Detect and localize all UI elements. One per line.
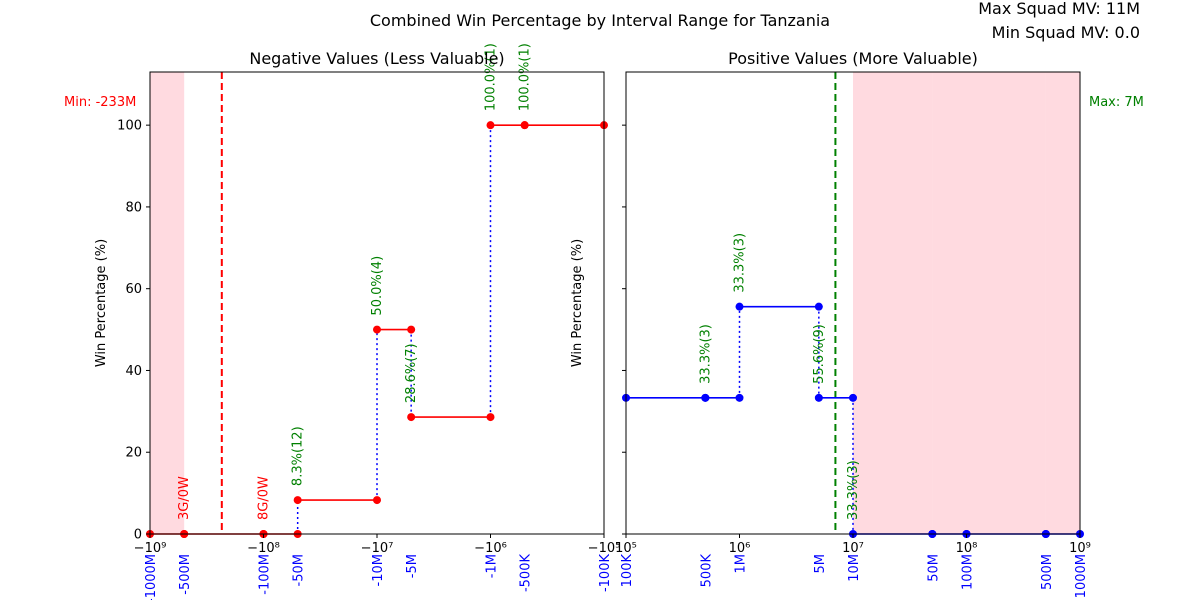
y-tick-label: 0: [134, 528, 142, 543]
segment-label: 100.0%(1): [518, 43, 533, 111]
shaded-region: [932, 72, 967, 534]
segment-label: 100.0%(1): [484, 43, 499, 111]
max-squad-mv-label: Max Squad MV: 11M: [978, 0, 1140, 18]
x-tick-label: −10⁵: [588, 541, 621, 556]
data-point: [849, 393, 857, 402]
interval-label: 50M: [926, 554, 941, 582]
min-squad-mv-label: Min Squad MV: 0.0: [992, 23, 1140, 42]
y-tick-label: 40: [125, 364, 142, 379]
segment-label: 55.6%(9): [812, 324, 827, 384]
shaded-region: [966, 72, 1046, 534]
x-tick-label: 10⁹: [1069, 541, 1091, 556]
data-point: [407, 325, 416, 334]
interval-label: -5M: [405, 554, 420, 578]
interval-label: 500K: [699, 554, 714, 588]
interval-label: -50M: [292, 554, 307, 586]
y-axis-label: Win Percentage (%): [570, 239, 585, 367]
segment-label: 33.3%(3): [698, 324, 713, 384]
interval-label: -1M: [485, 554, 500, 578]
reference-line-label: Max: 7M: [1089, 95, 1144, 110]
y-tick-label: 60: [125, 282, 142, 297]
interval-label: 1000M: [1074, 554, 1089, 598]
segment-label: 8.3%(12): [291, 426, 306, 486]
figure-title: Combined Win Percentage by Interval Rang…: [370, 11, 830, 30]
x-tick-label: 10⁶: [729, 541, 751, 556]
x-tick-label: −10⁹: [134, 541, 167, 556]
segment-label: 50.0%(4): [370, 256, 385, 316]
interval-label: 100M: [961, 554, 976, 590]
y-tick-label: 20: [125, 446, 142, 461]
data-point: [373, 496, 381, 505]
panel-title: Negative Values (Less Valuable): [249, 49, 504, 68]
x-tick-label: 10⁷: [842, 541, 864, 556]
data-point: [735, 302, 744, 311]
x-tick-label: −10⁷: [361, 541, 394, 556]
shaded-region: [853, 72, 933, 534]
data-point: [735, 393, 744, 402]
panel-title: Positive Values (More Valuable): [728, 49, 978, 68]
shaded-region: [150, 72, 185, 534]
interval-label: -100M: [258, 554, 273, 595]
data-point: [701, 393, 710, 402]
x-tick-label: −10⁸: [247, 541, 280, 556]
x-tick-label: 10⁸: [956, 541, 978, 556]
panel-negative-values: Min: -233M 3G/0W 8G/0W 8.3%(12) 50.0%(4) 28.6…: [64, 43, 620, 600]
interval-label: -500M: [178, 554, 193, 595]
data-point: [814, 302, 823, 311]
segment-label: 8G/0W: [257, 476, 272, 520]
interval-label: 5M: [813, 554, 828, 574]
shaded-region: [1045, 72, 1080, 534]
data-point: [486, 121, 495, 130]
data-point: [486, 413, 495, 422]
panel-positive-values: Max: 7M 33.3%(3) 33.3%(3) 55.6%(9) 33.3%(3) W…: [570, 49, 1144, 598]
y-tick-label: 100: [117, 119, 142, 134]
segment-label: 33.3%(3): [846, 460, 861, 520]
x-tick-label: −10⁶: [474, 541, 507, 556]
y-tick-label: 80: [125, 200, 142, 215]
interval-label: 100K: [620, 554, 635, 588]
interval-label: -10M: [371, 554, 386, 586]
y-axis-label: Win Percentage (%): [94, 239, 109, 367]
interval-label: 10M: [847, 554, 862, 582]
segment-label: 33.3%(3): [733, 233, 748, 293]
x-tick-label: 10⁵: [615, 541, 637, 556]
interval-label: 500M: [1040, 554, 1055, 590]
interval-label: -1000M: [144, 554, 159, 600]
interval-label: -100K: [598, 554, 613, 593]
segment-label: 3G/0W: [177, 476, 192, 520]
data-point: [520, 121, 529, 130]
segment-label: 28.6%(7): [404, 343, 419, 403]
interval-label: -500K: [519, 554, 534, 593]
data-point: [407, 413, 416, 422]
data-point: [814, 393, 823, 402]
data-point: [373, 325, 381, 334]
interval-label: 1M: [734, 554, 749, 574]
data-point: [293, 496, 302, 505]
reference-line-label: Min: -233M: [64, 95, 136, 110]
